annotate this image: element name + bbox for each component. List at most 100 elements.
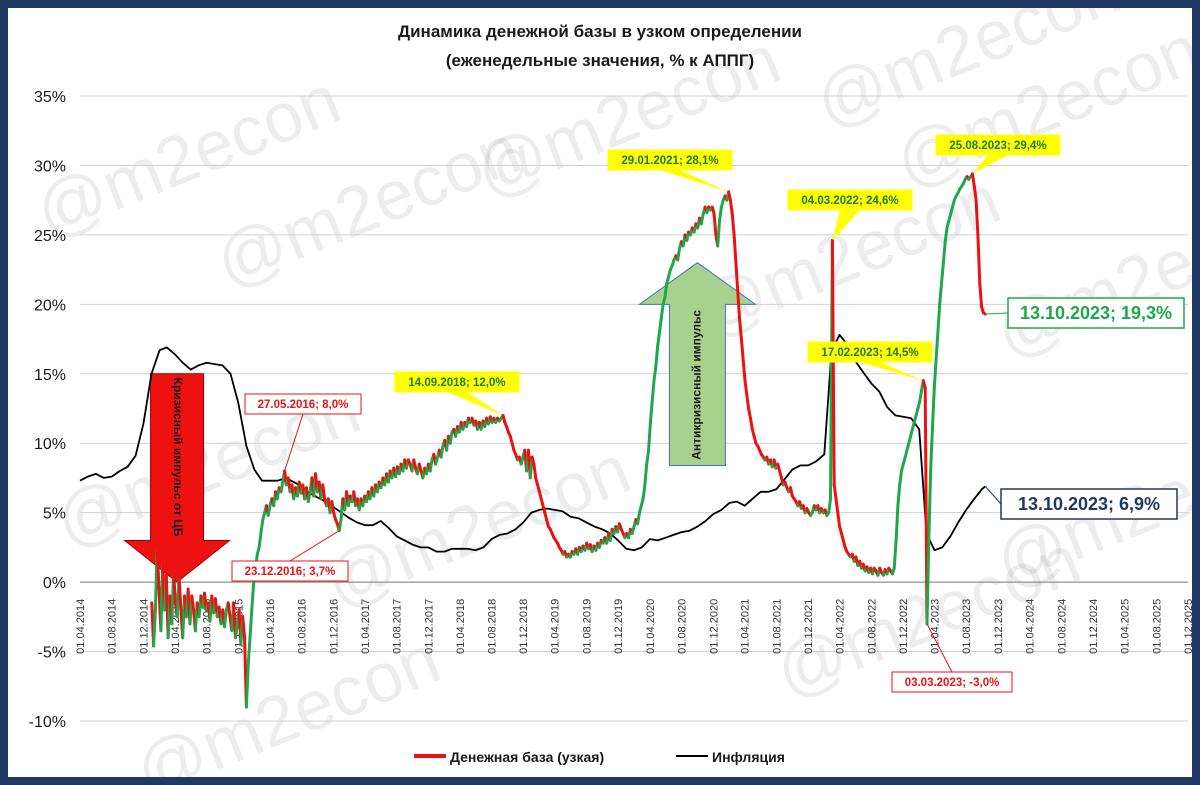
callout-pointer [660,170,729,192]
callout-pointer [860,362,924,381]
y-tick-label: -10% [29,714,66,731]
money-base-segment [743,379,749,397]
up-arrow [637,262,757,466]
callout-box [1007,297,1185,329]
money-base-segment [927,469,933,542]
y-tick-label: 5% [43,506,66,523]
money-base-segment [739,337,745,362]
money-base-segment [925,538,931,626]
x-tick-label: 01.12.2024 [1088,599,1100,654]
callout-pointer [447,392,503,416]
legend-label-money-base: Денежная база (узкая) [450,749,604,765]
money-base-segment [279,480,285,494]
annotation-layer: 27.05.2016; 8,0% 23.12.2016; 3,7% 14.09.20… [231,134,1185,693]
money-base-segment [896,483,902,508]
money-base-segment [241,615,247,640]
money-base-segment [177,573,183,612]
money-base-segment [699,212,705,226]
callout-box [787,189,913,211]
money-base-segment [266,504,272,517]
money-base-segment [832,483,838,501]
money-base-segment [155,545,161,591]
money-base-segment [226,601,232,619]
money-base-segment [321,483,327,501]
chart-subtitle: (еженедельные значения, % к АППГ) [446,51,754,70]
x-tick-label: 01.04.2017 [360,599,372,654]
x-tick-label: 01.04.2025 [1120,599,1132,654]
x-tick-label: 01.12.2021 [803,599,815,654]
up-arrow-label: Антикризисный импульс [690,310,704,460]
x-tick-label: 01.08.2023 [961,599,973,654]
money-base-segment [736,288,741,320]
money-base-segment [223,608,228,629]
chart-frame: @m2econ @m2econ @m2econ @m2econ @m2econ @m2ec… [8,8,1192,777]
watermark-text: @m2econ [464,20,790,212]
money-base-segment [981,311,987,316]
down-arrow [123,373,231,583]
money-base-segment [676,247,681,262]
callout-pointer [832,210,860,241]
x-tick-label: 01.12.2019 [613,599,625,654]
money-base-segment [940,261,945,285]
money-base-segment [930,386,936,431]
money-base-segment [738,316,743,341]
down-arrow-label: Кризисный импульс от ЦБ [171,378,185,537]
x-tick-label: 01.04.2016 [265,599,277,654]
legend: Денежная база (узкая) Инфляция [414,749,785,765]
x-tick-label: 01.12.2022 [898,599,910,654]
x-tick-label: 01.08.2025 [1151,599,1163,654]
x-tick-label: 01.08.2021 [771,599,783,654]
money-base-segment [172,569,177,605]
callout-box [807,341,933,363]
money-base-segment [943,226,949,244]
y-tick-label: 0% [43,575,66,592]
money-base-segment [941,240,947,265]
x-tick-label: 01.12.2018 [518,599,530,654]
money-base-segment [734,261,740,292]
y-tick-label: 10% [34,436,66,453]
x-tick-label: 01.08.2019 [581,599,593,654]
callout-pointer [972,155,1008,174]
y-tick-label: 20% [34,297,66,314]
callout-box [607,149,733,171]
y-tick-label: 30% [34,158,66,175]
money-base-segment [836,511,842,529]
x-tick-label: 01.08.2024 [1056,599,1068,654]
y-tick-label: 25% [34,228,66,245]
money-base-segment [663,282,669,299]
x-tick-label: 01.08.2020 [677,599,689,654]
x-tick-label: 01.08.2016 [297,599,309,654]
inflation-line [79,333,986,553]
callout-label: 13.10.2023; 19,3% [1020,303,1172,323]
money-base-segment [978,282,984,309]
money-base-segment [718,205,723,223]
money-base-segment [246,636,252,667]
money-base-segment [257,532,263,549]
money-base-segment [658,316,663,334]
callout-box [231,560,349,582]
money-base-segment [448,430,454,445]
legend-label-inflation: Инфляция [712,749,785,765]
money-base-segment [716,219,721,248]
x-tick-label: 01.12.2020 [708,599,720,654]
money-base-segment [337,518,343,533]
callout-label: 14.09.2018; 12,0% [408,377,505,389]
money-base-segment [652,365,658,383]
callout-label: 13.10.2023; 6,9% [1018,494,1160,514]
money-base-segment [659,302,665,320]
x-tick-label: 01.04.2023 [930,599,942,654]
x-tick-label: 01.04.2020 [645,599,657,654]
line-layer [79,172,987,709]
money-base-segment [938,282,943,306]
money-base-segment [650,379,656,404]
money-base-segment [645,448,651,466]
callout-box [244,393,362,415]
money-base-segment [306,490,312,504]
money-base-segment [747,407,752,420]
y-axis: -10% -5% 0% 5% 10% 15% 20% 25% 30% 35% [29,89,66,731]
callout-label: 25.08.2023; 29,4% [949,140,1046,152]
x-tick-label: 01.12.2014 [138,599,150,654]
x-tick-label: 01.08.2022 [866,599,878,654]
callout-label: 27.05.2016; 8,0% [258,399,349,411]
money-base-segment [894,504,900,542]
